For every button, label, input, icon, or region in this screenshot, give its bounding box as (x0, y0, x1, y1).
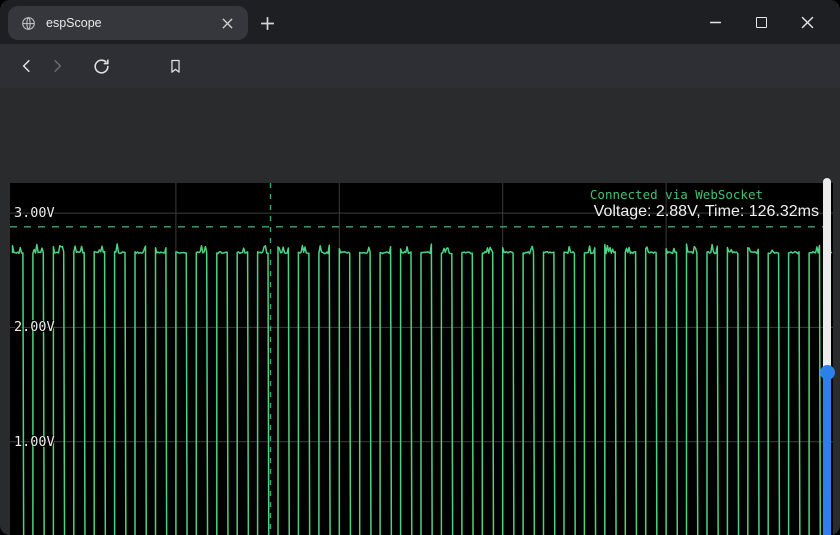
y-axis-tick-label: 1.00V (14, 434, 55, 450)
browser-tab[interactable]: espScope (8, 6, 248, 40)
maximize-icon[interactable] (738, 0, 784, 44)
oscilloscope-canvas[interactable]: Connected via WebSocket Voltage: 2.88V, … (10, 183, 833, 535)
bookmark-icon[interactable] (160, 51, 190, 81)
browser-toolbar: ⚠ Not secure esp-scope.maile... (0, 44, 840, 88)
new-tab-button[interactable] (256, 12, 278, 34)
tab-title: espScope (46, 16, 216, 30)
minimize-icon[interactable] (692, 0, 738, 44)
close-window-icon[interactable] (784, 0, 830, 44)
waveform-plot (10, 183, 833, 535)
y-axis-tick-label: 3.00V (14, 205, 55, 221)
tab-close-icon[interactable] (216, 12, 238, 34)
connection-status: Connected via WebSocket (590, 187, 763, 202)
slider-track-lower[interactable] (823, 373, 831, 535)
cursor-readout: Voltage: 2.88V, Time: 126.32ms (594, 203, 819, 221)
vertical-slider[interactable] (819, 176, 835, 535)
back-icon[interactable] (12, 51, 42, 81)
slider-track-upper[interactable] (823, 178, 831, 373)
y-axis-tick-label: 2.00V (14, 319, 55, 335)
page-content: Connected via WebSocket Voltage: 2.88V, … (0, 88, 840, 535)
title-bar: espScope (0, 0, 840, 44)
slider-thumb[interactable] (820, 365, 835, 380)
window-controls (692, 0, 830, 44)
reload-icon[interactable] (86, 51, 116, 81)
browser-window: espScope (0, 0, 840, 535)
globe-favicon-icon (21, 16, 36, 31)
forward-icon[interactable] (42, 51, 72, 81)
